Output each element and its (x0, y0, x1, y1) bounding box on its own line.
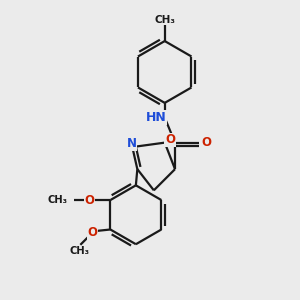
Text: HN: HN (146, 111, 167, 124)
Text: N: N (127, 137, 137, 150)
Text: CH₃: CH₃ (70, 246, 90, 256)
Text: O: O (84, 194, 94, 207)
Text: CH₃: CH₃ (154, 15, 175, 25)
Text: O: O (165, 133, 175, 146)
Text: CH₃: CH₃ (47, 195, 67, 205)
Text: O: O (87, 226, 97, 239)
Text: O: O (201, 136, 211, 149)
